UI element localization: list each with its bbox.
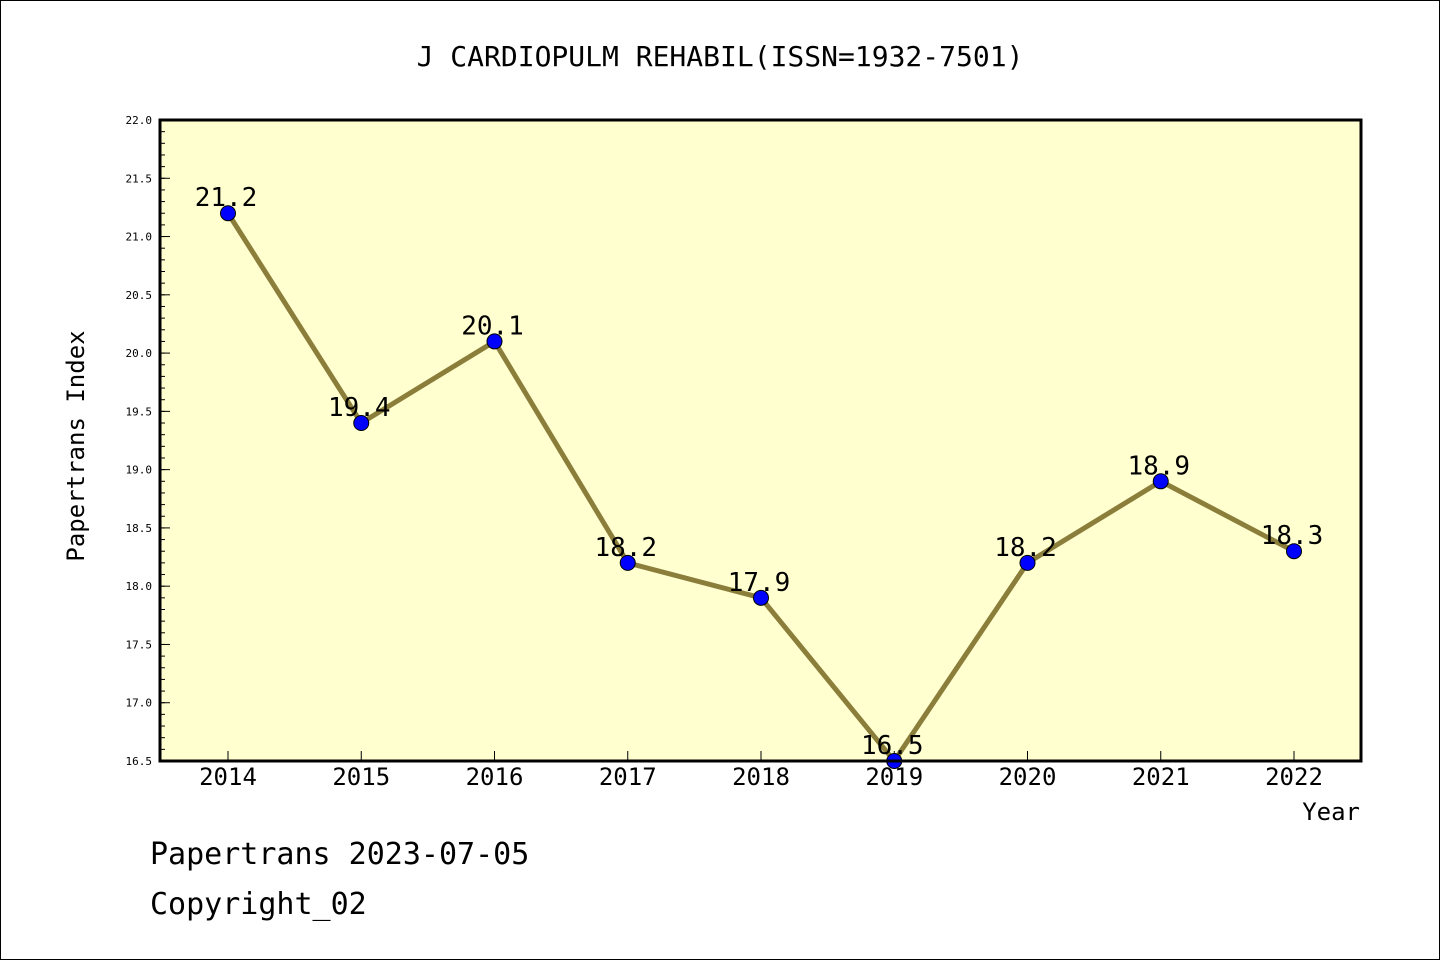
data-label: 18.2	[594, 533, 657, 563]
chart-title: J CARDIOPULM REHABIL(ISSN=1932-7501)	[417, 40, 1024, 73]
y-tick-label: 19.5	[126, 405, 153, 418]
y-tick-label: 19.0	[126, 464, 153, 477]
data-label: 19.4	[328, 393, 391, 423]
data-point	[1152, 473, 1169, 490]
x-axis: 2014 2015 2016 2017 2018 2019 2020 2021 2022	[199, 751, 1323, 791]
data-point	[619, 554, 636, 571]
data-label: 18.3	[1261, 521, 1324, 551]
x-tick-label: 2015	[332, 763, 390, 791]
data-label: 18.9	[1127, 451, 1190, 481]
data-label: 20.1	[461, 311, 524, 341]
data-label: 21.2	[195, 183, 258, 213]
y-tick-label: 20.0	[126, 347, 153, 360]
data-point	[486, 333, 503, 350]
data-point	[753, 589, 769, 606]
data-point	[220, 205, 236, 222]
y-tick-label: 18.5	[126, 522, 153, 535]
plot-area	[160, 120, 1361, 761]
y-tick-label: 18.0	[126, 580, 153, 593]
footer-date: Papertrans 2023-07-05	[150, 837, 529, 872]
y-axis: 16.5 17.0 17.5 18.0 18.5 19.0 19.5 20.0 20.5 21.0…	[126, 114, 170, 768]
data-labels: 21.2 19.4 20.1 18.2 17.9 16.5 18.2 18.9 18.3	[195, 183, 1324, 761]
y-tick-label: 17.0	[126, 697, 153, 710]
data-point	[1019, 554, 1036, 571]
x-axis-label: Year	[1302, 798, 1360, 826]
y-tick-label: 21.0	[126, 231, 153, 244]
x-tick-label: 2017	[599, 763, 657, 791]
x-tick-label: 2014	[199, 763, 257, 791]
series-markers	[220, 205, 1302, 769]
y-tick-label: 21.5	[126, 172, 153, 185]
y-tick-label: 17.5	[126, 638, 153, 651]
data-point	[1286, 543, 1302, 560]
y-tick-label: 22.0	[126, 114, 153, 127]
x-tick-label: 2016	[466, 763, 524, 791]
data-label: 18.2	[994, 533, 1057, 563]
data-point	[353, 415, 370, 432]
data-label: 16.5	[861, 731, 924, 761]
x-tick-label: 2020	[999, 763, 1057, 791]
y-tick-label: 16.5	[126, 755, 153, 768]
x-tick-label: 2018	[732, 763, 790, 791]
x-tick-label: 2021	[1132, 763, 1190, 791]
data-label: 17.9	[728, 568, 791, 598]
x-tick-label: 2022	[1265, 763, 1323, 791]
y-axis-label: Papertrans Index	[62, 330, 90, 561]
y-tick-label: 20.5	[126, 289, 153, 302]
footer-copyright: Copyright_02	[150, 887, 367, 922]
plot-border	[158, 118, 1363, 763]
